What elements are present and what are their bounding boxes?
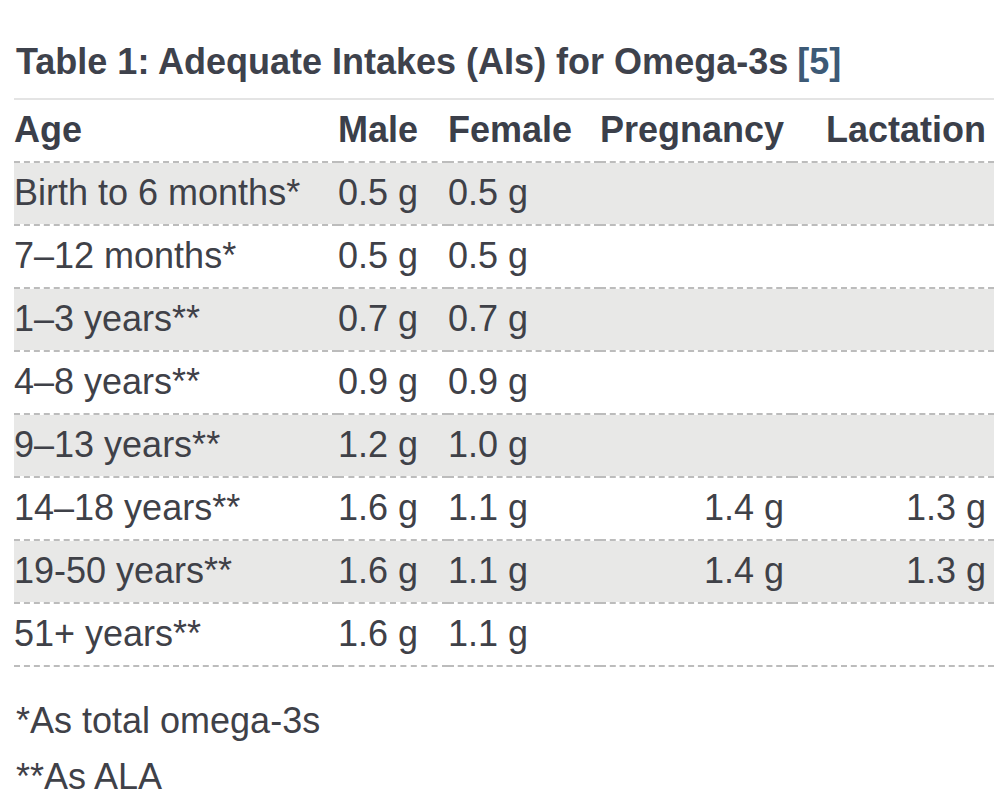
cell-lactation: 1.3 g [792,540,994,603]
cell-age: 51+ years** [14,603,338,666]
cell-female: 1.1 g [448,603,600,666]
cell-female: 0.9 g [448,351,600,414]
cell-male: 0.5 g [338,225,448,288]
cell-female: 0.5 g [448,225,600,288]
cell-lactation [792,351,994,414]
table-title: Table 1: Adequate Intakes (AIs) for Omeg… [14,42,994,100]
cell-male: 0.9 g [338,351,448,414]
cell-female: 1.1 g [448,477,600,540]
cell-male: 1.2 g [338,414,448,477]
cell-male: 0.7 g [338,288,448,351]
table-row: Birth to 6 months* 0.5 g 0.5 g [14,162,994,225]
table-row: 4–8 years** 0.9 g 0.9 g [14,351,994,414]
table-row: 1–3 years** 0.7 g 0.7 g [14,288,994,351]
cell-pregnancy [600,225,792,288]
cell-female: 1.1 g [448,540,600,603]
cell-lactation [792,162,994,225]
cell-female: 0.7 g [448,288,600,351]
cell-male: 1.6 g [338,477,448,540]
cell-age: 7–12 months* [14,225,338,288]
cell-pregnancy: 1.4 g [600,540,792,603]
cell-lactation [792,288,994,351]
table-header-row: Age Male Female Pregnancy Lactation [14,100,994,162]
footnote-total-omega3s: *As total omega-3s [16,699,994,743]
cell-female: 0.5 g [448,162,600,225]
page: Table 1: Adequate Intakes (AIs) for Omeg… [0,0,994,799]
table-row: 9–13 years** 1.2 g 1.0 g [14,414,994,477]
column-header-lactation: Lactation [792,100,994,162]
table-row: 14–18 years** 1.6 g 1.1 g 1.4 g 1.3 g [14,477,994,540]
reference-link-5[interactable]: [5] [797,41,841,82]
column-header-female: Female [448,100,600,162]
footnote-as-ala: **As ALA [16,755,994,799]
cell-age: 4–8 years** [14,351,338,414]
cell-pregnancy: 1.4 g [600,477,792,540]
cell-male: 1.6 g [338,540,448,603]
table-row: 51+ years** 1.6 g 1.1 g [14,603,994,666]
cell-lactation [792,225,994,288]
cell-age: 19-50 years** [14,540,338,603]
cell-pregnancy [600,603,792,666]
table-row: 7–12 months* 0.5 g 0.5 g [14,225,994,288]
cell-lactation [792,414,994,477]
cell-male: 0.5 g [338,162,448,225]
cell-lactation [792,603,994,666]
column-header-age: Age [14,100,338,162]
cell-lactation: 1.3 g [792,477,994,540]
table-row: 19-50 years** 1.6 g 1.1 g 1.4 g 1.3 g [14,540,994,603]
adequate-intakes-table: Age Male Female Pregnancy Lactation Birt… [14,100,994,667]
column-header-pregnancy: Pregnancy [600,100,792,162]
cell-pregnancy [600,162,792,225]
cell-age: 14–18 years** [14,477,338,540]
cell-age: 1–3 years** [14,288,338,351]
column-header-male: Male [338,100,448,162]
cell-age: Birth to 6 months* [14,162,338,225]
table-title-text: Table 1: Adequate Intakes (AIs) for Omeg… [16,41,788,82]
cell-pregnancy [600,351,792,414]
cell-female: 1.0 g [448,414,600,477]
cell-age: 9–13 years** [14,414,338,477]
cell-male: 1.6 g [338,603,448,666]
cell-pregnancy [600,288,792,351]
cell-pregnancy [600,414,792,477]
